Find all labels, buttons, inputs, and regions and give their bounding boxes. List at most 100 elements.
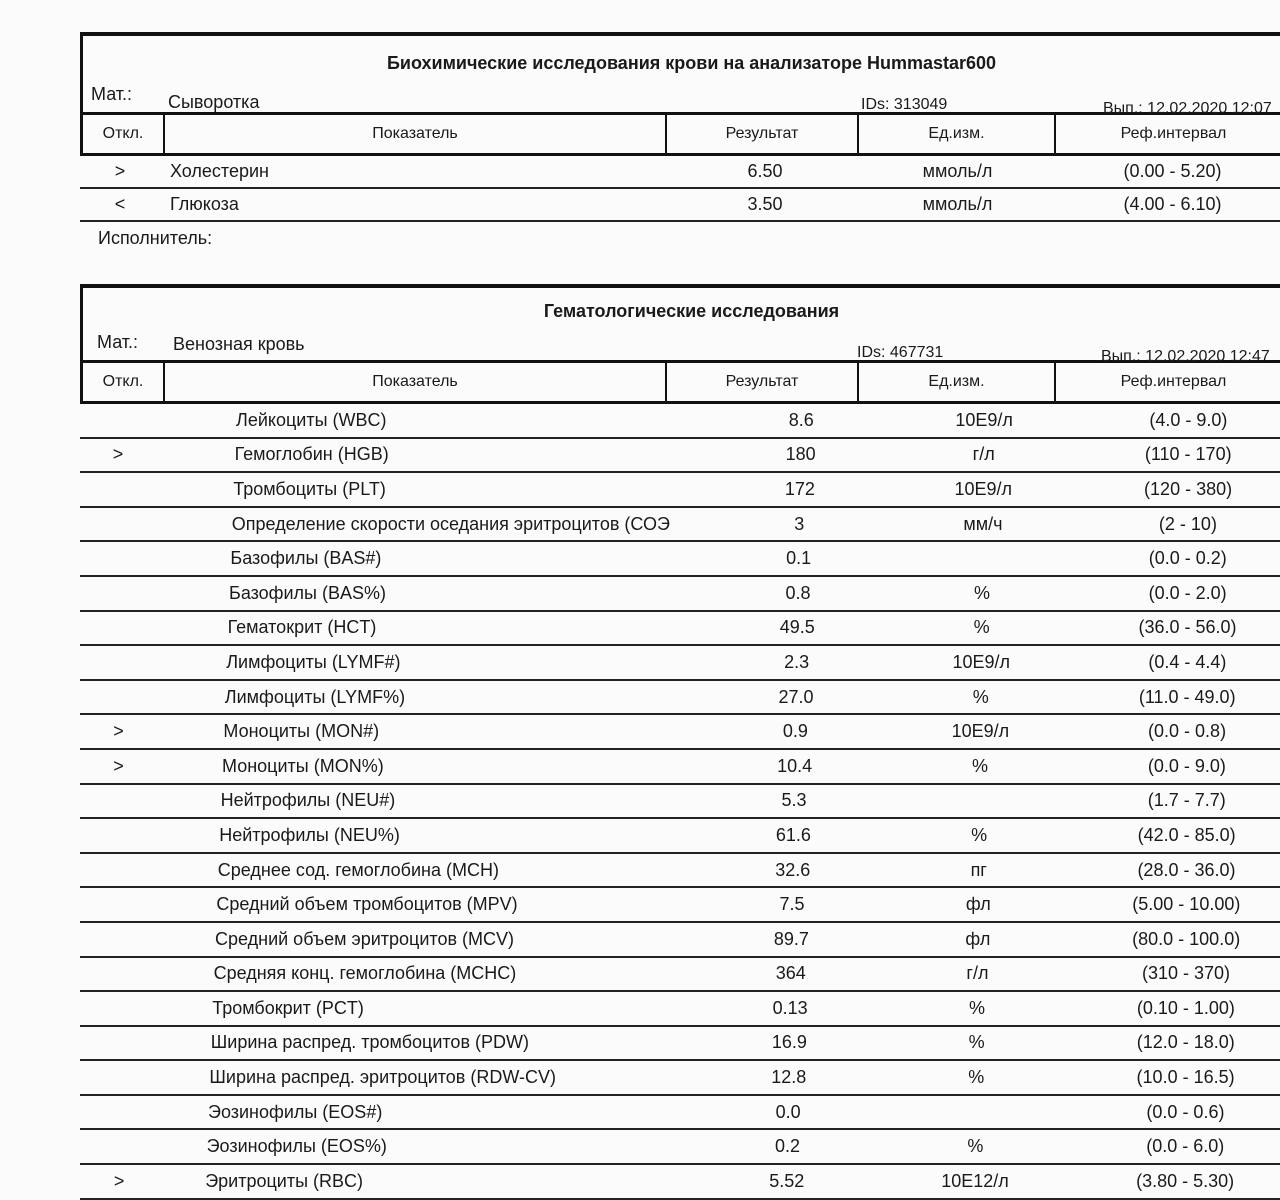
table-row: Эозинофилы (EOS%) 0.2% (0.0 - 6.0) (80, 1130, 1280, 1166)
executor-label: Исполнитель: (98, 228, 213, 248)
parameter-name: Ширина распред. эритроцитов (RDW-CV) (209, 1067, 557, 1088)
reference-interval: (110 - 170) (1144, 444, 1232, 465)
reference-interval: (0.0 - 6.0) (1146, 1136, 1225, 1157)
unit: ммоль/л (922, 161, 993, 181)
result-value: 3 (794, 513, 805, 534)
table-row: Тромбоциты (PLT) 172 10E9/л (120 - 380) (80, 473, 1280, 508)
reference-interval: (0.4 - 4.4) (1148, 651, 1227, 672)
reference-interval: (0.10 - 1.00) (1136, 997, 1235, 1018)
reference-interval: (4.00 - 6.10) (1123, 194, 1222, 214)
parameter-name: Лейкоциты (WBC) (236, 409, 387, 430)
result-value: 0.13 (772, 997, 808, 1018)
reference-interval: (1.7 - 7.7) (1147, 790, 1226, 811)
parameter-name: Базофилы (BAS#) (230, 548, 382, 569)
table-row: Гематокрит (HCT) 49.5% (36.0 - 56.0) (80, 612, 1280, 647)
reference-interval: (10.0 - 16.5) (1136, 1067, 1235, 1088)
result-value: 2.3 (784, 651, 810, 672)
unit: ммоль/л (922, 194, 993, 214)
deviation-flag: > (112, 444, 124, 465)
table-row: Нейтрофилы (NEU%) 61.6% (42.0 - 85.0) (80, 819, 1280, 854)
table-row: Средний объем тромбоцитов (MPV) 7.5 фл (5.0… (80, 888, 1280, 923)
unit: % (971, 824, 988, 845)
material-label: Мат.: (97, 332, 139, 352)
reference-interval: (5.00 - 10.00) (1132, 894, 1241, 915)
table-row: Тромбокрит (PCT) 0.13% (0.10 - 1.00) (80, 992, 1280, 1027)
biochemistry-section: Биохимические исследования крови на анал… (80, 32, 1280, 249)
deviation-flag: > (113, 721, 124, 742)
unit: % (971, 755, 988, 776)
result-value: 61.6 (775, 824, 811, 845)
results-table: > Холестерин 6.50 ммоль/л (0.00 - 5.20) < Глюк… (80, 156, 1280, 222)
parameter-name: Определение скорости оседания эритроцито… (231, 513, 670, 534)
result-value: 27.0 (778, 686, 814, 707)
unit: % (972, 686, 989, 707)
parameter-name: Лимфоциты (LYMF#) (226, 651, 401, 672)
section-title: Биохимические исследования крови на анал… (386, 53, 997, 73)
done-time: Вып.: 12.02.2020 12:07 (1103, 100, 1272, 117)
reference-interval: (12.0 - 18.0) (1136, 1032, 1235, 1053)
parameter-name: Гематокрит (HCT) (227, 617, 377, 638)
table-row: Среднее сод. гемоглобина (MCH) 32.6 пг (28.… (80, 854, 1280, 889)
table-row: Ширина распред. тромбоцитов (PDW) 16.9% (1… (80, 1027, 1280, 1062)
unit: % (968, 1032, 985, 1053)
reference-interval: (4.0 - 9.0) (1149, 409, 1228, 430)
table-row: Эозинофилы (EOS#) 0.0 (0.0 - 0.6) (80, 1096, 1280, 1131)
reference-interval: (0.0 - 2.0) (1148, 582, 1227, 603)
unit: % (969, 997, 986, 1018)
reference-interval: (0.0 - 0.2) (1148, 548, 1227, 569)
header-deviation: Откл. (83, 115, 165, 153)
unit: г/л (966, 963, 989, 984)
table-row: Нейтрофилы (NEU#) 5.3 (1.7 - 7.7) (80, 785, 1280, 820)
parameter-name: Средний объем тромбоцитов (MPV) (216, 894, 518, 915)
material-value: Венозная кровь (173, 334, 305, 354)
reference-interval: (0.00 - 5.20) (1123, 161, 1222, 181)
unit: мм/ч (963, 513, 1003, 534)
parameter-name: Тромбоциты (PLT) (233, 478, 386, 499)
deviation-flag: < (114, 194, 126, 214)
header-result: Результат (667, 363, 859, 401)
header-unit: Ед.изм. (859, 115, 1056, 153)
reference-interval: (42.0 - 85.0) (1137, 824, 1236, 845)
header-deviation: Откл. (83, 363, 165, 401)
reference-interval: (120 - 380) (1144, 478, 1233, 499)
result-value: 32.6 (775, 859, 811, 880)
result-value: 0.0 (775, 1101, 801, 1122)
unit: 10E9/л (954, 478, 1013, 499)
unit: % (968, 1067, 985, 1088)
table-row: < Глюкоза 3.50 ммоль/л (4.00 - 6.10) (80, 189, 1280, 222)
result-value: 49.5 (779, 617, 815, 638)
parameter-name: Средний объем эритроцитов (MCV) (215, 928, 515, 949)
parameter-name: Гемоглобин (HGB) (234, 444, 389, 465)
reference-interval: (36.0 - 56.0) (1138, 617, 1237, 638)
unit: 10E9/л (952, 651, 1010, 672)
parameter-name: Нейтрофилы (NEU%) (219, 824, 400, 845)
result-value: 364 (775, 963, 806, 984)
table-row: > Моноциты (MON%) 10.4% (0.0 - 9.0) (80, 750, 1280, 785)
parameter-name: Глюкоза (170, 194, 239, 214)
parameter-name: Холестерин (170, 161, 269, 181)
reference-interval: (0.0 - 9.0) (1147, 755, 1226, 776)
table-row: Определение скорости оседания эритроцито… (80, 508, 1280, 543)
table-row: Лимфоциты (LYMF%) 27.0% (11.0 - 49.0) (80, 681, 1280, 716)
result-value: 0.2 (774, 1136, 800, 1157)
header-result: Результат (667, 115, 859, 153)
parameter-name: Эритроциты (RBC) (205, 1170, 364, 1191)
reference-interval: (80.0 - 100.0) (1132, 928, 1241, 949)
reference-interval: (0.0 - 0.8) (1148, 721, 1227, 742)
header-unit: Ед.изм. (859, 363, 1056, 401)
result-value: 10.4 (777, 755, 813, 776)
done-time: Вып.: 12.02.2020 12:47 (1101, 348, 1270, 365)
result-value: 5.52 (769, 1170, 805, 1191)
unit: 10E9/л (955, 409, 1013, 430)
parameter-name: Моноциты (MON%) (222, 755, 384, 776)
table-header: Откл. Показатель Результат Ед.изм. Реф.интер… (83, 115, 1280, 156)
unit: 10E12/л (941, 1170, 1009, 1191)
unit: % (967, 1136, 984, 1157)
result-value: 89.7 (773, 928, 809, 949)
reference-interval: (0.0 - 0.6) (1146, 1101, 1225, 1122)
result-value: 172 (784, 478, 815, 499)
hematology-section: Гематологические исследования Мат.: Вено… (80, 284, 1280, 1200)
reference-interval: (3.80 - 5.30) (1136, 1170, 1235, 1191)
result-value: 0.8 (785, 582, 811, 603)
result-value: 6.50 (747, 161, 783, 181)
